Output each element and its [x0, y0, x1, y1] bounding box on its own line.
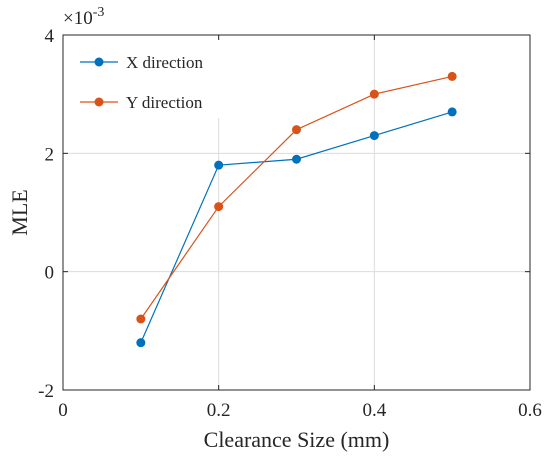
y-tick-label: 2 — [45, 144, 55, 165]
data-point-series-1 — [369, 131, 379, 141]
y-axis-exponent-base: ×10 — [63, 8, 93, 29]
plot-area-frame — [62, 34, 531, 391]
legend-box — [68, 40, 228, 118]
data-point-series-1 — [136, 338, 146, 348]
legend: X direction Y direction — [68, 40, 228, 118]
series-line-1 — [140, 111, 453, 343]
data-point-series-2 — [292, 125, 301, 135]
legend-marker-1 — [94, 57, 104, 67]
x-tick-label: 0.2 — [207, 400, 231, 421]
x-tick-label: 0.6 — [518, 400, 542, 421]
x-axis-label: Clearance Size (mm) — [204, 427, 390, 452]
data-point-series-1 — [447, 107, 457, 117]
y-axis-exponent: ×10-3 — [63, 5, 104, 29]
legend-label-2: Y direction — [126, 93, 203, 112]
x-tick-label: 0 — [58, 400, 68, 421]
data-point-series-1 — [292, 154, 301, 164]
data-point-series-2 — [447, 71, 457, 81]
legend-marker-2 — [94, 97, 104, 107]
y-tick-label: -2 — [38, 381, 54, 402]
series-group — [136, 71, 457, 348]
y-tick-label: 4 — [45, 26, 55, 47]
y-axis-exponent-power: -3 — [93, 5, 105, 20]
data-point-series-2 — [369, 89, 379, 99]
legend-label-1: X direction — [126, 53, 203, 72]
x-tick-label: 0.4 — [362, 400, 386, 421]
data-point-series-2 — [136, 314, 146, 324]
data-point-series-2 — [214, 202, 224, 212]
y-axis-label: MLE — [7, 189, 32, 235]
y-tick-label: 0 — [45, 263, 55, 284]
data-point-series-1 — [214, 160, 224, 170]
